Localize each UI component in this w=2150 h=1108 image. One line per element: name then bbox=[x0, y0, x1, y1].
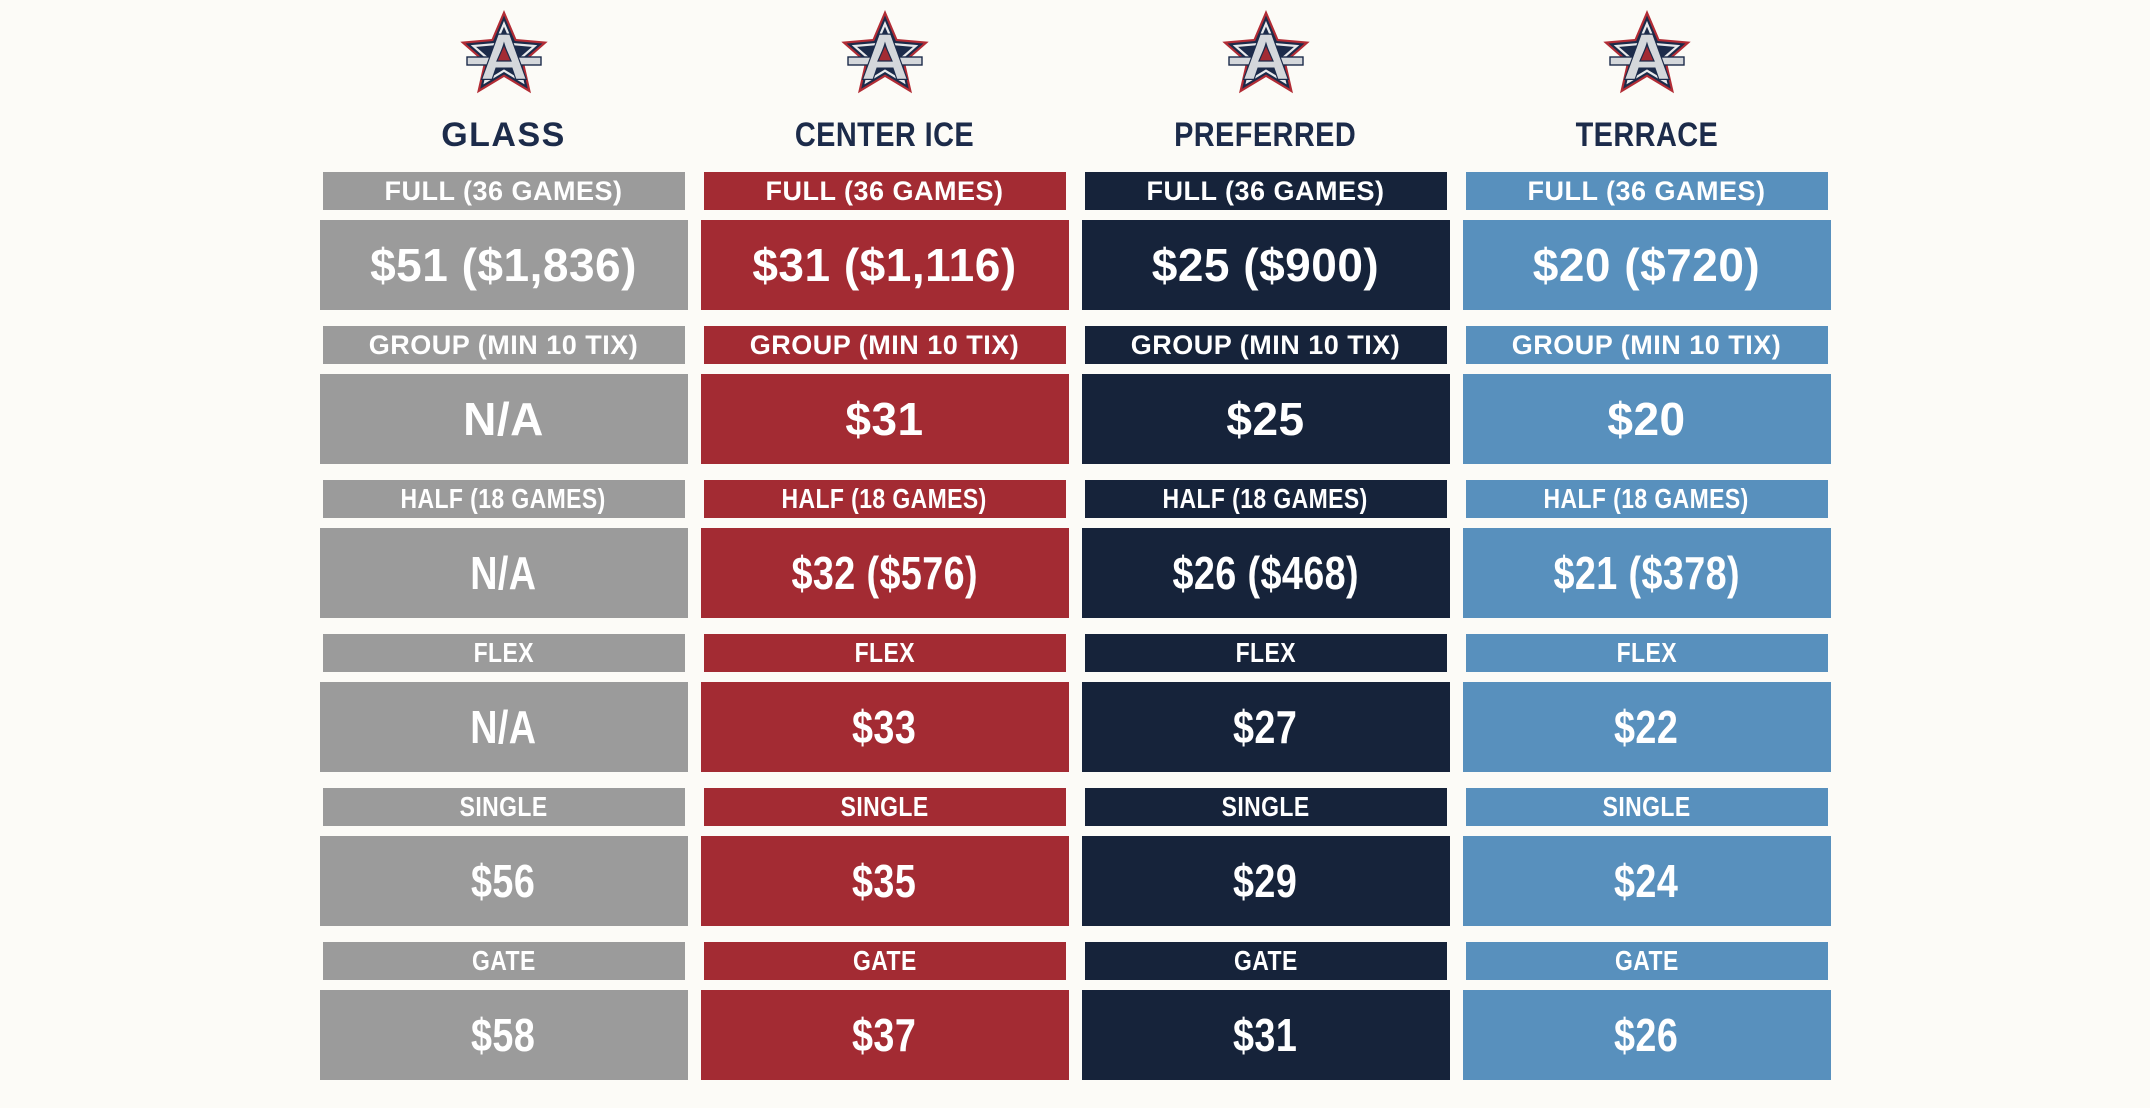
tier-header: FLEX bbox=[1465, 634, 1828, 672]
star-logo-icon bbox=[701, 8, 1069, 110]
column-title: GLASS bbox=[441, 115, 566, 154]
star-logo-icon bbox=[1082, 8, 1450, 110]
section-single: SINGLE $35 bbox=[700, 788, 1069, 926]
tier-header: FLEX bbox=[1084, 634, 1447, 672]
tier-header: GROUP (MIN 10 TIX) bbox=[322, 326, 685, 364]
tier-header: SINGLE bbox=[322, 788, 685, 826]
tier-price: $27 bbox=[1081, 682, 1450, 772]
tier-price: $32 ($576) bbox=[700, 528, 1069, 618]
section-gate: GATE $58 bbox=[319, 942, 688, 1080]
tier-header: HALF (18 GAMES) bbox=[1084, 480, 1447, 518]
section-gate: GATE $37 bbox=[700, 942, 1069, 1080]
tier-price: $29 bbox=[1081, 836, 1450, 926]
section-half: HALF (18 GAMES) N/A bbox=[319, 480, 688, 618]
tier-price: $31 ($1,116) bbox=[700, 220, 1069, 310]
tier-price: $26 ($468) bbox=[1081, 528, 1450, 618]
section-group: GROUP (MIN 10 TIX) $25 bbox=[1081, 326, 1450, 464]
tier-price: N/A bbox=[319, 528, 688, 618]
star-logo-icon bbox=[320, 8, 688, 110]
tier-header: GATE bbox=[1465, 942, 1828, 980]
section-half: HALF (18 GAMES) $21 ($378) bbox=[1462, 480, 1831, 618]
tier-header: GATE bbox=[703, 942, 1066, 980]
section-single: SINGLE $24 bbox=[1462, 788, 1831, 926]
section-full: FULL (36 GAMES) $51 ($1,836) bbox=[319, 172, 688, 310]
section-single: SINGLE $29 bbox=[1081, 788, 1450, 926]
tier-header: FLEX bbox=[703, 634, 1066, 672]
tier-price: $37 bbox=[700, 990, 1069, 1080]
tier-price: N/A bbox=[319, 682, 688, 772]
star-logo-icon bbox=[1463, 8, 1831, 110]
section-flex: FLEX $27 bbox=[1081, 634, 1450, 772]
column-preferred: PREFERRED FULL (36 GAMES) $25 ($900) GRO… bbox=[1081, 8, 1450, 1096]
tier-header: HALF (18 GAMES) bbox=[1465, 480, 1828, 518]
tier-header: FULL (36 GAMES) bbox=[322, 172, 685, 210]
section-gate: GATE $26 bbox=[1462, 942, 1831, 1080]
tier-header: FLEX bbox=[322, 634, 685, 672]
section-gate: GATE $31 bbox=[1081, 942, 1450, 1080]
section-half: HALF (18 GAMES) $26 ($468) bbox=[1081, 480, 1450, 618]
tier-header: GROUP (MIN 10 TIX) bbox=[1084, 326, 1447, 364]
column-terrace: TERRACE FULL (36 GAMES) $20 ($720) GROUP… bbox=[1462, 8, 1831, 1096]
tier-price: $51 ($1,836) bbox=[319, 220, 688, 310]
section-single: SINGLE $56 bbox=[319, 788, 688, 926]
tier-header: FULL (36 GAMES) bbox=[1465, 172, 1828, 210]
section-flex: FLEX $22 bbox=[1462, 634, 1831, 772]
tier-price: $20 ($720) bbox=[1462, 220, 1831, 310]
section-full: FULL (36 GAMES) $31 ($1,116) bbox=[700, 172, 1069, 310]
tier-price: $31 bbox=[1081, 990, 1450, 1080]
tier-header: FULL (36 GAMES) bbox=[703, 172, 1066, 210]
column-title: CENTER ICE bbox=[794, 115, 975, 154]
section-full: FULL (36 GAMES) $25 ($900) bbox=[1081, 172, 1450, 310]
column-title: TERRACE bbox=[1575, 115, 1718, 154]
tier-header: HALF (18 GAMES) bbox=[703, 480, 1066, 518]
tier-price: $24 bbox=[1462, 836, 1831, 926]
tier-header: SINGLE bbox=[703, 788, 1066, 826]
tier-price: $26 bbox=[1462, 990, 1831, 1080]
tier-header: SINGLE bbox=[1465, 788, 1828, 826]
tier-header: GROUP (MIN 10 TIX) bbox=[1465, 326, 1828, 364]
section-half: HALF (18 GAMES) $32 ($576) bbox=[700, 480, 1069, 618]
section-full: FULL (36 GAMES) $20 ($720) bbox=[1462, 172, 1831, 310]
tier-price: N/A bbox=[319, 374, 688, 464]
tier-header: GATE bbox=[1084, 942, 1447, 980]
section-group: GROUP (MIN 10 TIX) N/A bbox=[319, 326, 688, 464]
tier-price: $22 bbox=[1462, 682, 1831, 772]
section-group: GROUP (MIN 10 TIX) $20 bbox=[1462, 326, 1831, 464]
tier-header: FULL (36 GAMES) bbox=[1084, 172, 1447, 210]
tier-price: $35 bbox=[700, 836, 1069, 926]
tier-price: $31 bbox=[700, 374, 1069, 464]
tier-price: $33 bbox=[700, 682, 1069, 772]
tier-header: GATE bbox=[322, 942, 685, 980]
tier-price: $21 ($378) bbox=[1462, 528, 1831, 618]
section-group: GROUP (MIN 10 TIX) $31 bbox=[700, 326, 1069, 464]
column-center-ice: CENTER ICE FULL (36 GAMES) $31 ($1,116) … bbox=[700, 8, 1069, 1096]
tier-price: $25 ($900) bbox=[1081, 220, 1450, 310]
column-title: PREFERRED bbox=[1174, 115, 1357, 154]
tier-header: SINGLE bbox=[1084, 788, 1447, 826]
tier-price: $58 bbox=[319, 990, 688, 1080]
tier-price: $25 bbox=[1081, 374, 1450, 464]
section-flex: FLEX $33 bbox=[700, 634, 1069, 772]
tier-header: GROUP (MIN 10 TIX) bbox=[703, 326, 1066, 364]
column-glass: GLASS FULL (36 GAMES) $51 ($1,836) GROUP… bbox=[319, 8, 688, 1096]
section-flex: FLEX N/A bbox=[319, 634, 688, 772]
tier-price: $20 bbox=[1462, 374, 1831, 464]
tier-header: HALF (18 GAMES) bbox=[322, 480, 685, 518]
tier-price: $56 bbox=[319, 836, 688, 926]
